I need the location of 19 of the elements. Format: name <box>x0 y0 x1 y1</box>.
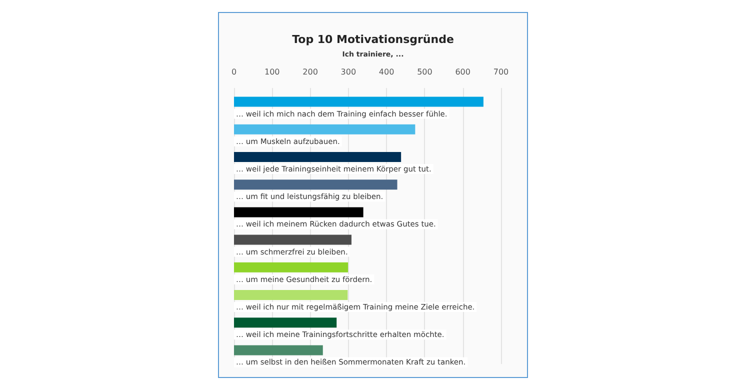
bar <box>234 318 337 328</box>
bar <box>234 345 323 356</box>
x-tick-label: 300 <box>340 68 356 76</box>
x-tick-label: 100 <box>264 68 280 76</box>
bar <box>234 96 484 107</box>
x-tick-label: 500 <box>417 68 432 76</box>
x-tick-label: 200 <box>302 68 318 76</box>
x-tick-label: 700 <box>493 68 509 76</box>
x-tick-label: 400 <box>378 68 394 76</box>
x-tick-label: 600 <box>455 68 470 76</box>
bar <box>234 262 348 272</box>
bar <box>234 234 352 245</box>
bar <box>234 152 402 162</box>
bar <box>234 180 398 190</box>
bar <box>234 124 416 134</box>
bar <box>234 207 364 218</box>
bar <box>234 290 348 300</box>
chart-title: Top 10 Motivationsgründe <box>292 33 454 46</box>
x-tick-label: 0 <box>231 68 237 76</box>
